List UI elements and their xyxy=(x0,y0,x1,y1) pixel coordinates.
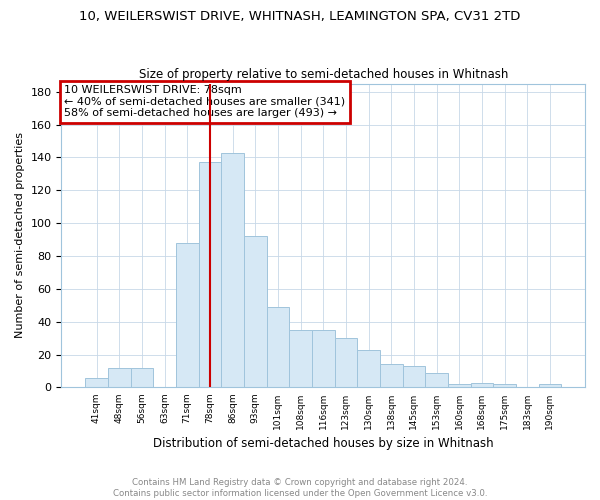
Bar xyxy=(380,364,403,388)
Text: Contains HM Land Registry data © Crown copyright and database right 2024.
Contai: Contains HM Land Registry data © Crown c… xyxy=(113,478,487,498)
Text: 10, WEILERSWIST DRIVE, WHITNASH, LEAMINGTON SPA, CV31 2TD: 10, WEILERSWIST DRIVE, WHITNASH, LEAMING… xyxy=(79,10,521,23)
X-axis label: Distribution of semi-detached houses by size in Whitnash: Distribution of semi-detached houses by … xyxy=(153,437,494,450)
Bar xyxy=(425,372,448,388)
Bar xyxy=(266,307,289,388)
Bar xyxy=(539,384,561,388)
Y-axis label: Number of semi-detached properties: Number of semi-detached properties xyxy=(15,132,25,338)
Title: Size of property relative to semi-detached houses in Whitnash: Size of property relative to semi-detach… xyxy=(139,68,508,81)
Bar xyxy=(335,338,357,388)
Bar xyxy=(244,236,266,388)
Bar xyxy=(289,330,312,388)
Bar xyxy=(357,350,380,388)
Bar xyxy=(312,330,335,388)
Bar xyxy=(108,368,131,388)
Bar xyxy=(493,384,516,388)
Bar xyxy=(221,152,244,388)
Bar xyxy=(199,162,221,388)
Bar xyxy=(85,378,108,388)
Bar xyxy=(470,382,493,388)
Bar xyxy=(131,368,153,388)
Bar xyxy=(403,366,425,388)
Bar xyxy=(176,243,199,388)
Text: 10 WEILERSWIST DRIVE: 78sqm
← 40% of semi-detached houses are smaller (341)
58% : 10 WEILERSWIST DRIVE: 78sqm ← 40% of sem… xyxy=(64,85,345,118)
Bar xyxy=(448,384,470,388)
